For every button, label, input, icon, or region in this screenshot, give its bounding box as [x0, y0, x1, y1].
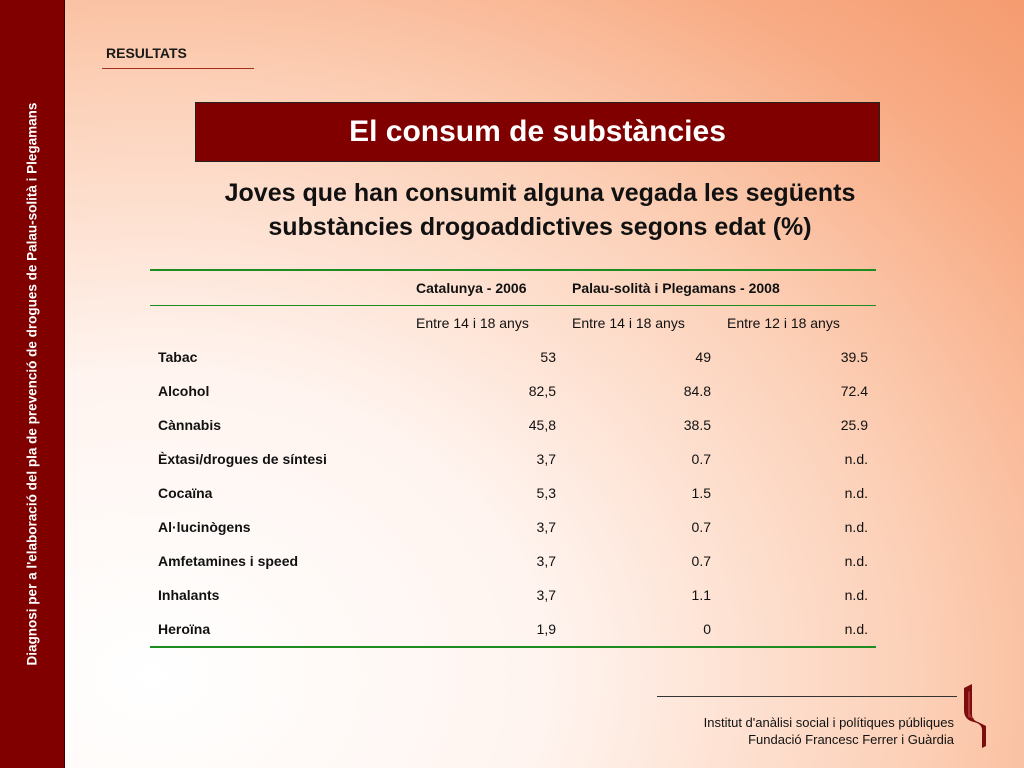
value-cell: 39.5 — [840, 349, 868, 365]
slide-title: El consum de substàncies — [195, 102, 880, 162]
table-row: Cànnabis 45,8 38.5 25.9 — [150, 408, 876, 442]
institute-logo-icon — [964, 684, 986, 748]
value-cell: 82,5 — [528, 383, 556, 399]
value-cell: 3,7 — [536, 553, 556, 569]
footer-divider — [657, 696, 957, 697]
value-cell: n.d. — [719, 612, 876, 648]
table-caption: Joves que han consumit alguna vegada les… — [140, 176, 940, 244]
value-cell: n.d. — [844, 451, 868, 467]
value-cell: 25.9 — [840, 417, 868, 433]
sub-header-cell: Entre 12 i 18 anys — [727, 315, 840, 331]
substance-table: Catalunya - 2006 Palau-solità i Plegaman… — [150, 269, 876, 648]
corner-cell — [150, 270, 408, 306]
table-row: Alcohol 82,5 84.8 72.4 — [150, 374, 876, 408]
value-cell: 3,7 — [536, 451, 556, 467]
table-row: Èxtasi/drogues de síntesi 3,7 0.7 n.d. — [150, 442, 876, 476]
footer-line-2: Fundació Francesc Ferrer i Guàrdia — [748, 732, 954, 747]
table-row: Al·lucinògens 3,7 0.7 n.d. — [150, 510, 876, 544]
value-cell: 5,3 — [536, 485, 556, 501]
table-row: Heroïna 1,9 0 n.d. — [150, 612, 876, 648]
value-cell: 84.8 — [683, 383, 711, 399]
footer-credits: Institut d'anàlisi social i polítiques p… — [704, 714, 954, 748]
value-cell: 1.1 — [691, 587, 711, 603]
row-label: Alcohol — [158, 383, 210, 399]
value-cell: 1,9 — [408, 612, 564, 648]
row-label: Èxtasi/drogues de síntesi — [158, 451, 327, 467]
group-header-catalunya: Catalunya - 2006 — [408, 270, 564, 306]
value-cell: 45,8 — [528, 417, 556, 433]
value-cell: 0.7 — [691, 519, 711, 535]
value-cell: 0 — [564, 612, 719, 648]
row-label: Heroïna — [150, 612, 408, 648]
table-row: Inhalants 3,7 1.1 n.d. — [150, 578, 876, 612]
row-label: Cocaïna — [158, 485, 213, 501]
value-cell: 3,7 — [536, 587, 556, 603]
section-label: RESULTATS — [106, 45, 187, 61]
value-cell: 38.5 — [683, 417, 711, 433]
row-label: Tabac — [158, 349, 198, 365]
group-header-palau: Palau-solità i Plegamans - 2008 — [564, 270, 876, 306]
value-cell: 72.4 — [840, 383, 868, 399]
section-divider — [102, 68, 254, 69]
value-cell: 0.7 — [691, 451, 711, 467]
table-row: Cocaïna 5,3 1.5 n.d. — [150, 476, 876, 510]
sub-header-cell: Entre 14 i 18 anys — [572, 315, 685, 331]
value-cell: 0.7 — [691, 553, 711, 569]
sidebar-text: Diagnosi per a l'elaboració del pla de p… — [24, 102, 40, 666]
sidebar: Diagnosi per a l'elaboració del pla de p… — [0, 0, 65, 768]
value-cell: n.d. — [844, 485, 868, 501]
table-row: Tabac 53 49 39.5 — [150, 340, 876, 374]
value-cell: 3,7 — [536, 519, 556, 535]
row-label: Al·lucinògens — [158, 519, 251, 535]
caption-line-2: substàncies drogoaddictives segons edat … — [268, 213, 812, 241]
sub-header-cell: Entre 14 i 18 anys — [416, 315, 529, 331]
value-cell: 53 — [540, 349, 556, 365]
row-label: Inhalants — [158, 587, 220, 603]
row-label: Cànnabis — [158, 417, 222, 433]
sub-header-row: Entre 14 i 18 anys Entre 14 i 18 anys En… — [150, 306, 876, 341]
value-cell: 49 — [695, 349, 711, 365]
footer-line-1: Institut d'anàlisi social i polítiques p… — [703, 715, 954, 730]
value-cell: 1.5 — [691, 485, 711, 501]
caption-line-1: Joves que han consumit alguna vegada les… — [224, 179, 856, 207]
value-cell: n.d. — [844, 553, 868, 569]
row-label: Amfetamines i speed — [158, 553, 299, 569]
group-header-row: Catalunya - 2006 Palau-solità i Plegaman… — [150, 270, 876, 306]
value-cell: n.d. — [844, 519, 868, 535]
sub-header-blank — [150, 306, 408, 341]
table-row: Amfetamines i speed 3,7 0.7 n.d. — [150, 544, 876, 578]
value-cell: n.d. — [844, 587, 868, 603]
